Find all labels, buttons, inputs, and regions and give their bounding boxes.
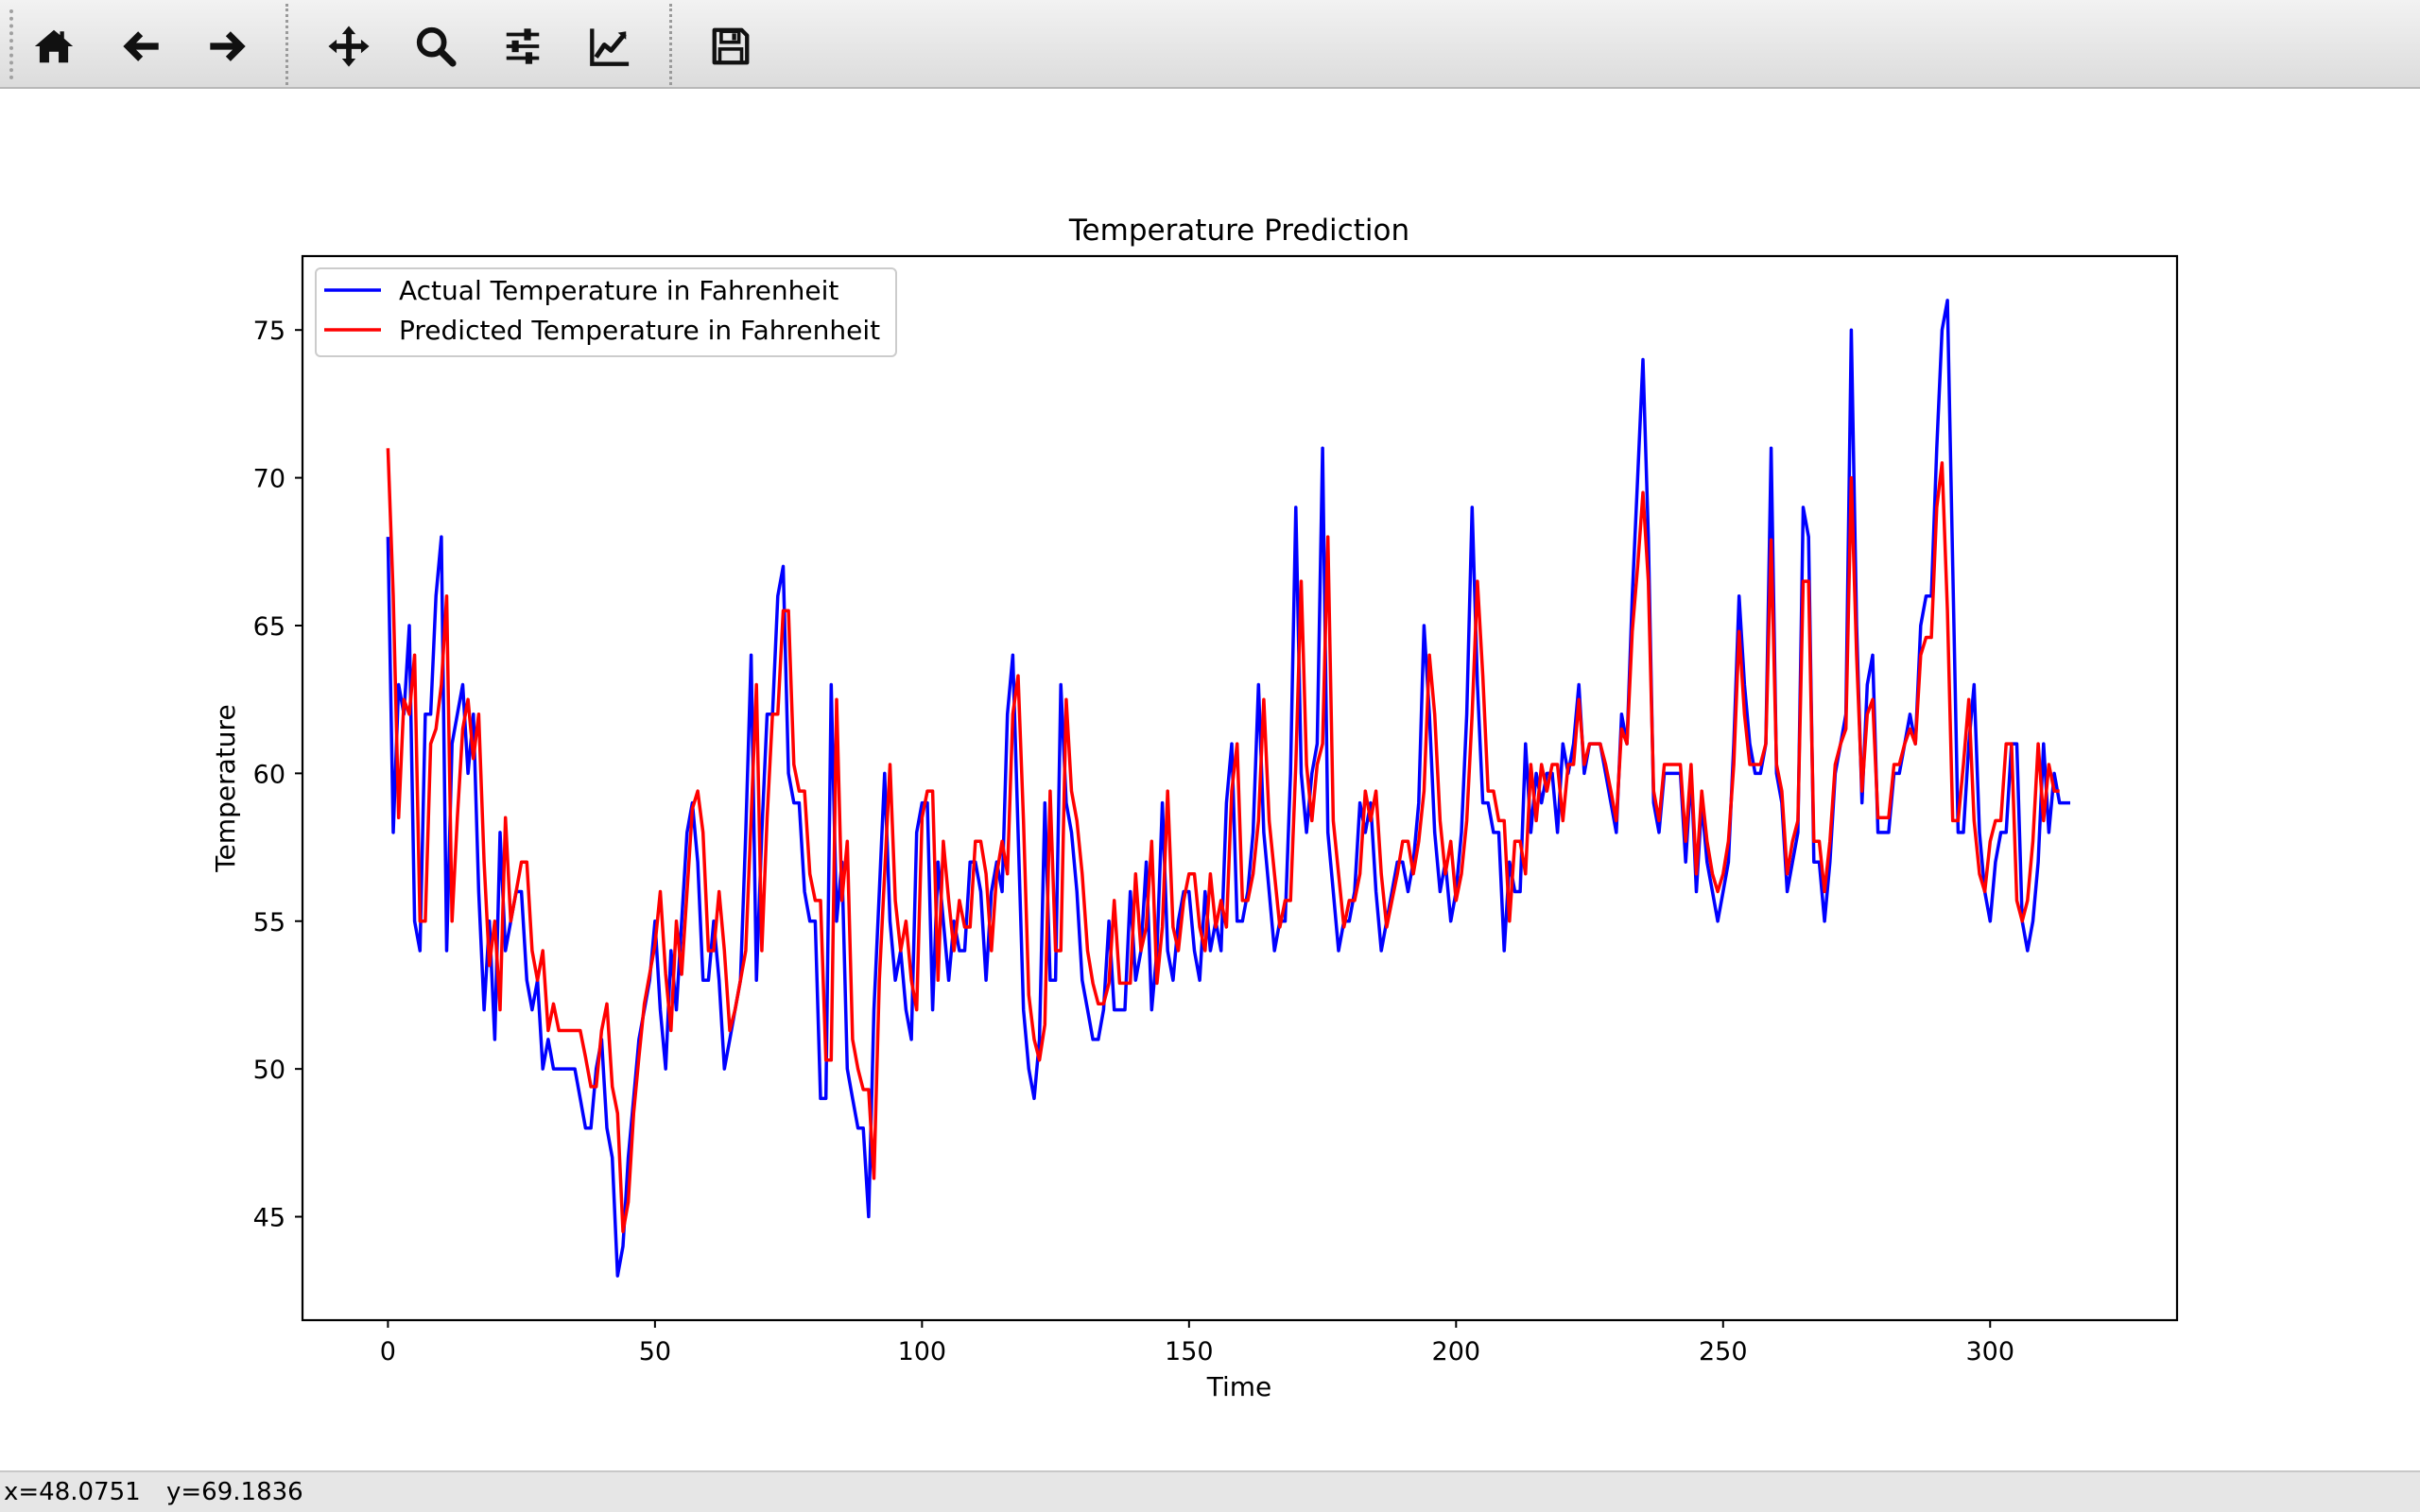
x-tick-label: 250 bbox=[1699, 1337, 1748, 1366]
series-line-predicted bbox=[386, 448, 2060, 1233]
line-chart: Temperature Prediction 0 50 100 150 200 250 30… bbox=[210, 214, 2179, 1402]
legend: Actual Temperature in Fahrenheit Predict… bbox=[315, 267, 897, 357]
status-bar: x=48.0751 y=69.1836 bbox=[0, 1470, 2420, 1512]
legend-frame bbox=[315, 267, 897, 357]
magnifier-icon bbox=[416, 26, 457, 67]
arrow-right-icon bbox=[210, 31, 246, 61]
move-icon bbox=[328, 26, 370, 67]
customize-button[interactable] bbox=[580, 17, 639, 76]
x-tick-label: 200 bbox=[1432, 1337, 1481, 1366]
toolbar-grip[interactable] bbox=[9, 9, 13, 79]
x-tick-label: 100 bbox=[898, 1337, 947, 1366]
x-tick-label: 0 bbox=[380, 1337, 396, 1366]
line-chart-icon bbox=[590, 28, 630, 66]
home-button[interactable] bbox=[25, 17, 83, 76]
y-tick-label: 65 bbox=[253, 612, 285, 642]
subplots-button[interactable] bbox=[493, 17, 552, 76]
y-axis-label: Temperature bbox=[210, 704, 241, 872]
x-axis: 0 50 100 150 200 250 300 bbox=[380, 1320, 2014, 1366]
y-tick-label: 45 bbox=[253, 1204, 285, 1233]
y-tick-label: 75 bbox=[253, 317, 285, 346]
series-line-actual bbox=[386, 299, 2070, 1278]
toolbar-separator bbox=[285, 4, 288, 85]
y-tick-label: 55 bbox=[253, 908, 285, 937]
sliders-icon bbox=[506, 28, 540, 64]
legend-label-predicted: Predicted Temperature in Fahrenheit bbox=[399, 315, 880, 346]
zoom-button[interactable] bbox=[406, 17, 465, 76]
save-button[interactable] bbox=[701, 17, 760, 76]
legend-label-actual: Actual Temperature in Fahrenheit bbox=[399, 275, 838, 306]
y-tick-label: 70 bbox=[253, 465, 285, 494]
floppy-disk-icon bbox=[712, 27, 750, 65]
y-axis: 45 50 55 60 65 70 75 bbox=[253, 317, 302, 1233]
axes-frame bbox=[301, 254, 2179, 1322]
back-button[interactable] bbox=[112, 17, 170, 76]
chart-title: Temperature Prediction bbox=[1068, 214, 1409, 248]
y-tick-label: 60 bbox=[253, 760, 285, 789]
navigation-toolbar bbox=[0, 0, 2420, 89]
figure-canvas[interactable]: Temperature Prediction 0 50 100 150 200 250 30… bbox=[0, 89, 2420, 1470]
home-icon bbox=[34, 29, 74, 63]
toolbar-separator bbox=[669, 4, 672, 85]
pan-button[interactable] bbox=[320, 17, 378, 76]
y-tick-label: 50 bbox=[253, 1056, 285, 1085]
x-tick-label: 50 bbox=[639, 1337, 671, 1366]
forward-button[interactable] bbox=[199, 17, 257, 76]
cursor-x-readout: x=48.0751 bbox=[4, 1478, 141, 1506]
x-tick-label: 150 bbox=[1165, 1337, 1214, 1366]
x-axis-label: Time bbox=[1206, 1371, 1272, 1402]
x-tick-label: 300 bbox=[1965, 1337, 2014, 1366]
series-layer bbox=[386, 299, 2070, 1278]
cursor-y-readout: y=69.1836 bbox=[166, 1478, 303, 1506]
arrow-left-icon bbox=[123, 31, 159, 61]
